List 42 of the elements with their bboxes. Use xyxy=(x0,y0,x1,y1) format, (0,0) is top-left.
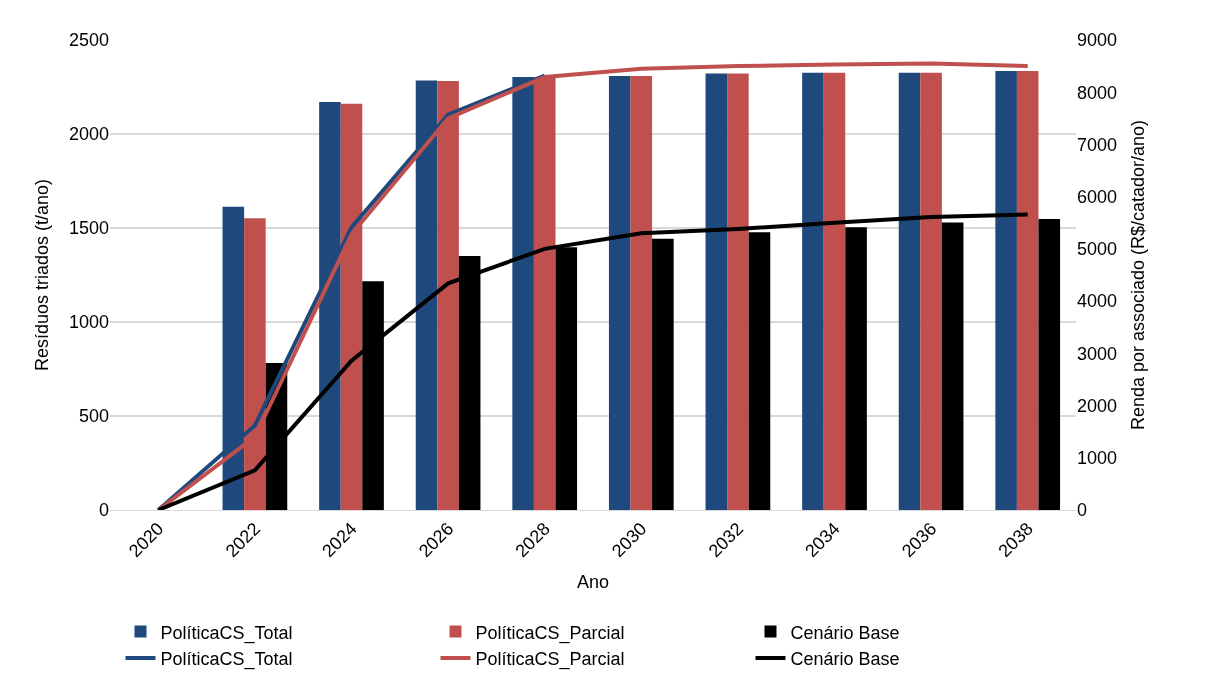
y2-tick-label: 6000 xyxy=(1077,186,1118,207)
bar xyxy=(995,71,1017,510)
y-tick-label: 1500 xyxy=(68,218,109,239)
bar xyxy=(1016,71,1039,510)
x-axis-title: Ano xyxy=(576,572,610,593)
y2-tick-label: 3000 xyxy=(1077,343,1118,364)
legend-label: Cenário Base xyxy=(790,622,900,643)
legend-label: PolíticaCS_Parcial xyxy=(475,622,625,644)
line-series xyxy=(156,212,1030,510)
y-tick-label: 2500 xyxy=(68,30,109,51)
bar xyxy=(802,72,824,510)
y2-tick-label: 8000 xyxy=(1077,82,1118,103)
bar xyxy=(727,73,749,510)
y-tick-label: 500 xyxy=(78,406,109,427)
bar xyxy=(920,72,942,510)
y2-axis-title: Renda por associado (R$/catador/ano) xyxy=(1128,119,1149,431)
y2-tick-label: 0 xyxy=(1077,500,1088,521)
bar xyxy=(823,72,846,510)
y-tick-label: 2000 xyxy=(68,124,109,145)
bar xyxy=(630,75,653,510)
legend-label: Cenário Base xyxy=(790,649,900,670)
y-tick-label: 1000 xyxy=(68,312,109,333)
bar xyxy=(898,72,921,510)
bar xyxy=(941,222,964,510)
bar xyxy=(1038,218,1061,510)
y2-tick-label: 1000 xyxy=(1077,448,1118,469)
bar xyxy=(705,73,728,510)
y2-tick-label: 5000 xyxy=(1077,239,1118,260)
bar xyxy=(652,238,674,510)
legend-label: PolíticaCS_Total xyxy=(160,622,293,644)
y2-tick-label: 4000 xyxy=(1077,291,1118,312)
bar xyxy=(845,227,867,510)
legend-label: PolíticaCS_Parcial xyxy=(475,649,625,671)
bar xyxy=(748,232,771,510)
line-series xyxy=(156,61,1030,510)
legend-label: PolíticaCS_Total xyxy=(160,649,293,671)
y-axis-title: Resíduos triados (t/ano) xyxy=(32,178,53,372)
y2-tick-label: 2000 xyxy=(1077,395,1118,416)
y-tick-label: 0 xyxy=(98,500,109,521)
y2-tick-label: 9000 xyxy=(1077,30,1118,51)
y2-tick-label: 7000 xyxy=(1077,134,1118,155)
bar xyxy=(608,75,631,510)
